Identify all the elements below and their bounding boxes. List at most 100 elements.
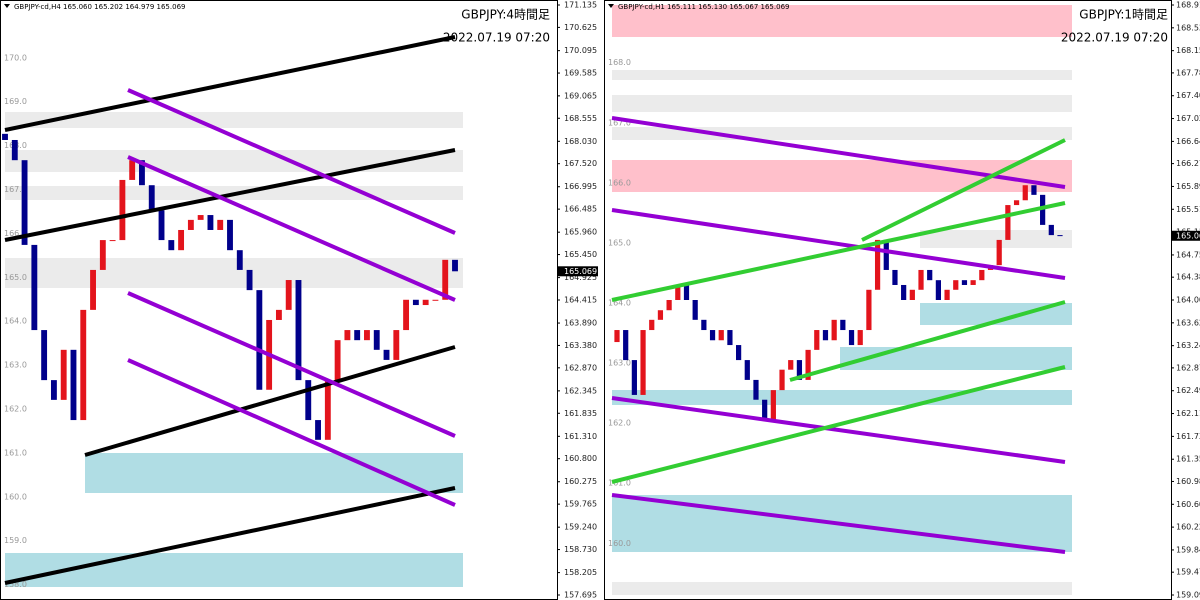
y-tick-label: 168.030 xyxy=(564,137,597,146)
candle xyxy=(119,179,126,241)
candle xyxy=(197,215,204,220)
candle xyxy=(701,319,707,331)
trend-line xyxy=(4,486,456,585)
candle xyxy=(944,289,950,300)
level-label: 166.0 xyxy=(608,178,631,187)
candle xyxy=(80,309,87,421)
info-arrow xyxy=(608,4,614,8)
candle xyxy=(874,239,881,290)
candle xyxy=(60,349,67,400)
level-label: 164.0 xyxy=(608,299,631,308)
y-tick-label: 163.380 xyxy=(564,341,597,350)
zone xyxy=(840,347,1072,370)
candle xyxy=(129,160,136,180)
level-label: 164.0 xyxy=(4,317,27,326)
y-tick-label: 158.205 xyxy=(564,568,597,577)
trend-line xyxy=(861,138,1066,242)
candle xyxy=(70,349,77,421)
zone xyxy=(612,390,1072,405)
y-tick-label: 159.470 xyxy=(1176,568,1200,577)
candle xyxy=(148,185,155,211)
candle xyxy=(831,319,837,341)
y-tick-label: 165.890 xyxy=(1176,182,1200,191)
y-tick-label: 159.840 xyxy=(1176,545,1200,554)
y-tick-label: 167.780 xyxy=(1176,68,1200,77)
candle xyxy=(770,390,776,421)
zone xyxy=(5,150,463,172)
level-label: 170.0 xyxy=(4,53,27,62)
y-tick-label: 168.530 xyxy=(1176,23,1200,32)
zone xyxy=(85,453,463,493)
y-tick-label: 169.065 xyxy=(564,91,597,100)
candle xyxy=(683,284,690,300)
candle xyxy=(1040,194,1046,225)
y-tick-label: 158.730 xyxy=(564,545,597,554)
candle xyxy=(344,330,351,341)
candle xyxy=(788,360,794,370)
y-tick-label: 166.640 xyxy=(1176,137,1200,146)
y-tick-label: 162.870 xyxy=(1176,363,1200,372)
candle xyxy=(979,269,985,281)
candle xyxy=(373,330,380,350)
candle xyxy=(31,244,38,331)
candle xyxy=(631,360,637,395)
y-tick-label: 169.585 xyxy=(564,69,597,78)
candle xyxy=(1048,224,1054,236)
chart-title: GBPJPY:1時間足 xyxy=(1079,8,1168,22)
candle xyxy=(168,240,175,251)
price-tag-label: 165.069 xyxy=(564,267,597,276)
y-tick-label: 163.620 xyxy=(1176,318,1200,327)
y-tick-label: 164.925 xyxy=(564,273,597,282)
candle xyxy=(305,380,312,421)
candle xyxy=(718,330,724,341)
level-label: 159.0 xyxy=(4,536,27,545)
candle xyxy=(187,219,194,230)
level-label: 167.0 xyxy=(608,118,631,127)
zone xyxy=(5,112,463,128)
candle xyxy=(393,330,400,360)
y-tick-label: 159.090 xyxy=(1176,591,1200,600)
level-label: 161.0 xyxy=(4,448,27,457)
candle xyxy=(614,330,620,343)
candle xyxy=(909,289,915,300)
trend-line xyxy=(127,88,456,235)
candle xyxy=(139,160,145,186)
level-label: 162.0 xyxy=(608,419,631,428)
candle xyxy=(178,229,185,251)
candle xyxy=(2,133,8,140)
trend-line xyxy=(611,201,1066,302)
candle xyxy=(354,330,361,341)
candle xyxy=(227,219,233,251)
candle xyxy=(158,210,165,241)
level-label: 161.0 xyxy=(608,479,631,488)
candle xyxy=(744,360,750,380)
y-tick-label: 161.730 xyxy=(1176,432,1200,441)
candle xyxy=(109,240,116,242)
candle xyxy=(452,259,458,272)
zone xyxy=(612,95,1072,112)
trend-line xyxy=(611,493,1066,554)
candle xyxy=(1005,205,1011,240)
candle xyxy=(403,299,410,331)
y-tick-label: 159.765 xyxy=(564,500,597,509)
trend-line xyxy=(127,358,456,507)
candle xyxy=(246,269,253,291)
candle xyxy=(90,269,96,310)
y-tick-label: 165.510 xyxy=(1176,205,1200,214)
candle xyxy=(21,160,28,245)
y-tick-label: 161.835 xyxy=(564,409,597,418)
level-label: 162.0 xyxy=(4,405,27,414)
candle xyxy=(1013,200,1020,206)
candle xyxy=(857,330,863,346)
level-label: 165.0 xyxy=(608,238,631,247)
price-tag-label: 165.069 xyxy=(1176,231,1200,240)
candle xyxy=(935,280,941,300)
candle xyxy=(927,269,933,281)
level-label: 163.0 xyxy=(4,361,27,370)
info-arrow xyxy=(4,4,10,8)
y-tick-label: 160.220 xyxy=(1176,523,1200,532)
y-tick-label: 166.270 xyxy=(1176,159,1200,168)
y-tick-label: 162.870 xyxy=(564,363,597,372)
y-tick-label: 164.380 xyxy=(1176,273,1200,282)
y-tick-label: 168.910 xyxy=(1176,1,1200,10)
